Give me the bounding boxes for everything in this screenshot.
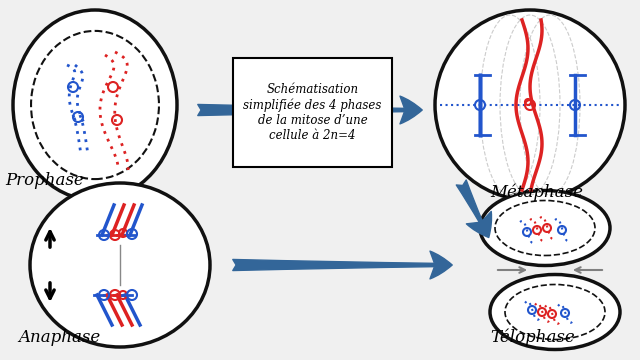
Text: Schématisation
simplifiée des 4 phases
de la mitose d’une
cellule à 2n=4: Schématisation simplifiée des 4 phases d… [243, 83, 381, 142]
Ellipse shape [490, 274, 620, 350]
Ellipse shape [480, 190, 610, 266]
Text: Prophase: Prophase [5, 172, 84, 189]
Ellipse shape [435, 10, 625, 200]
Text: Télophase: Télophase [490, 328, 575, 346]
Ellipse shape [30, 183, 210, 347]
FancyBboxPatch shape [233, 58, 392, 167]
Ellipse shape [13, 10, 177, 200]
Text: Métaphase: Métaphase [490, 184, 583, 201]
Text: Anaphase: Anaphase [18, 329, 100, 346]
